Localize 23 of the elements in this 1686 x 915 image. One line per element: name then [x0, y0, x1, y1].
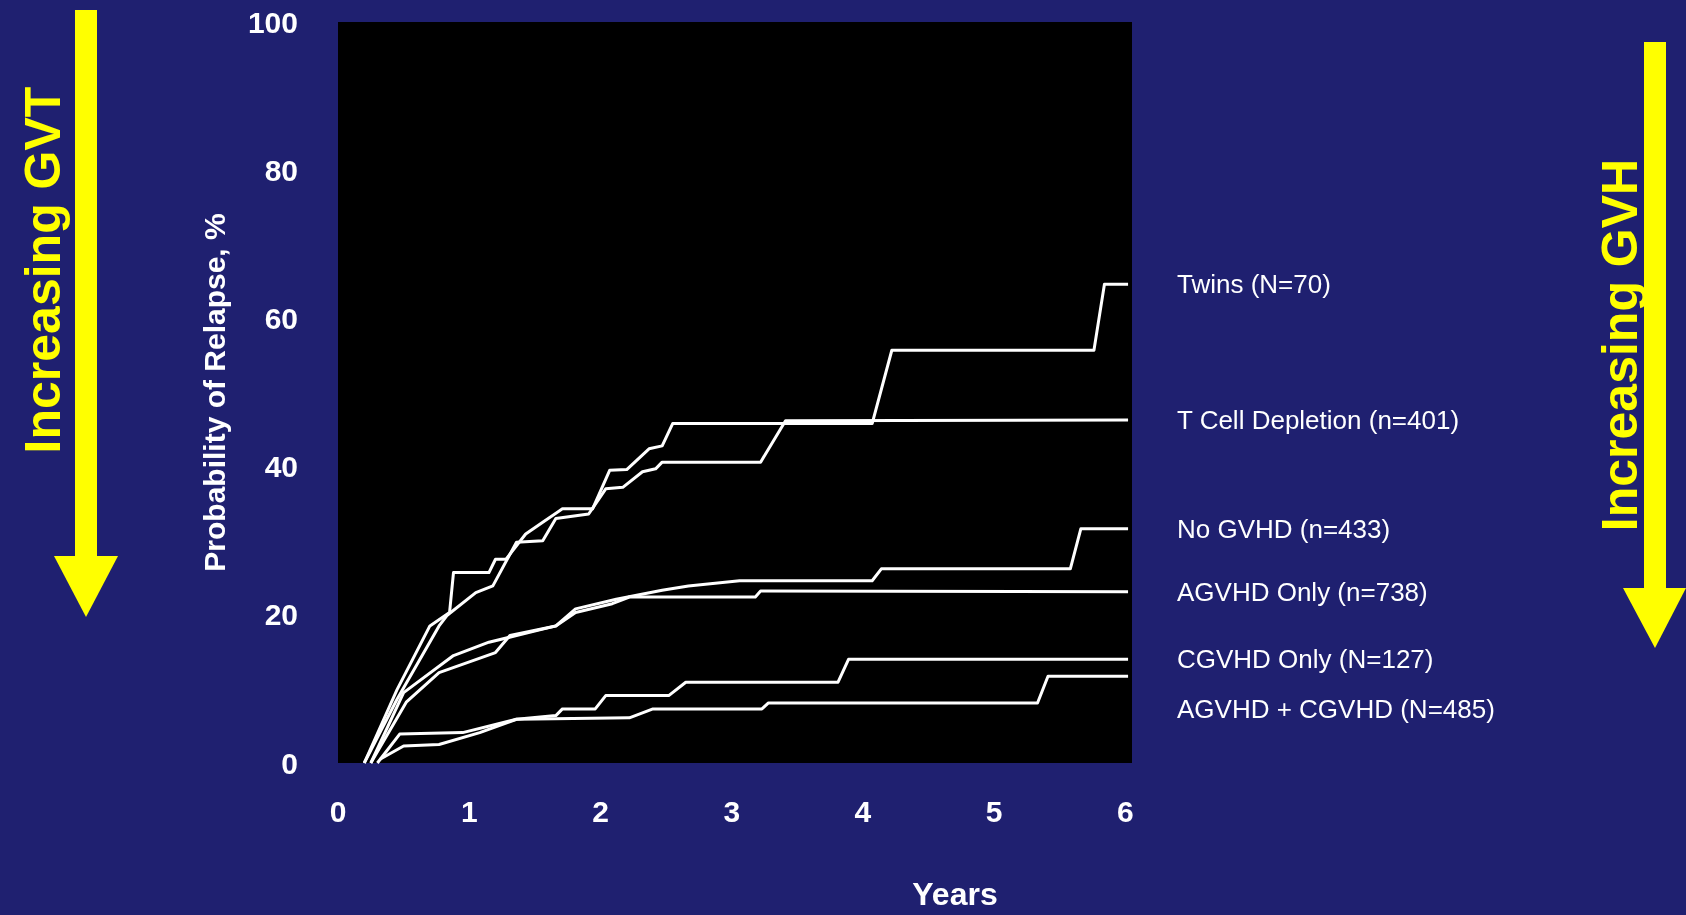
y-tick-label: 0: [281, 746, 298, 780]
x-tick-label: 1: [460, 795, 478, 828]
text: Increasing GVH: [1592, 158, 1648, 532]
series-label: AGVHD Only (n=738): [1177, 576, 1428, 607]
y-axis-title: Probability of Relapse, %: [198, 213, 231, 572]
series-label: Twins (N=70): [1177, 269, 1331, 300]
x-tick-label: 2: [592, 795, 609, 828]
y-tick-label: 20: [264, 598, 298, 632]
x-tick-label: 6: [1117, 795, 1134, 828]
text: Increasing GVT: [15, 86, 71, 454]
y-tick-label: 60: [264, 301, 298, 335]
y-tick-label: 100: [247, 5, 298, 39]
series-label: No GVHD (n=433): [1177, 513, 1391, 544]
series-label: T Cell Depletion (n=401): [1177, 405, 1460, 436]
x-tick-label: 3: [723, 795, 741, 828]
y-tick-label: 40: [264, 450, 298, 484]
text: AGVHD + CGVHD (N=485): [1177, 694, 1495, 725]
y-tick-label: 80: [264, 153, 298, 187]
series-label: CGVHD Only (N=127): [1177, 644, 1434, 675]
x-tick-label: 0: [329, 795, 347, 828]
x-tick-label: 4: [854, 795, 872, 828]
x-tick-label: 5: [985, 795, 1003, 828]
x-axis-title: Years: [912, 876, 998, 912]
